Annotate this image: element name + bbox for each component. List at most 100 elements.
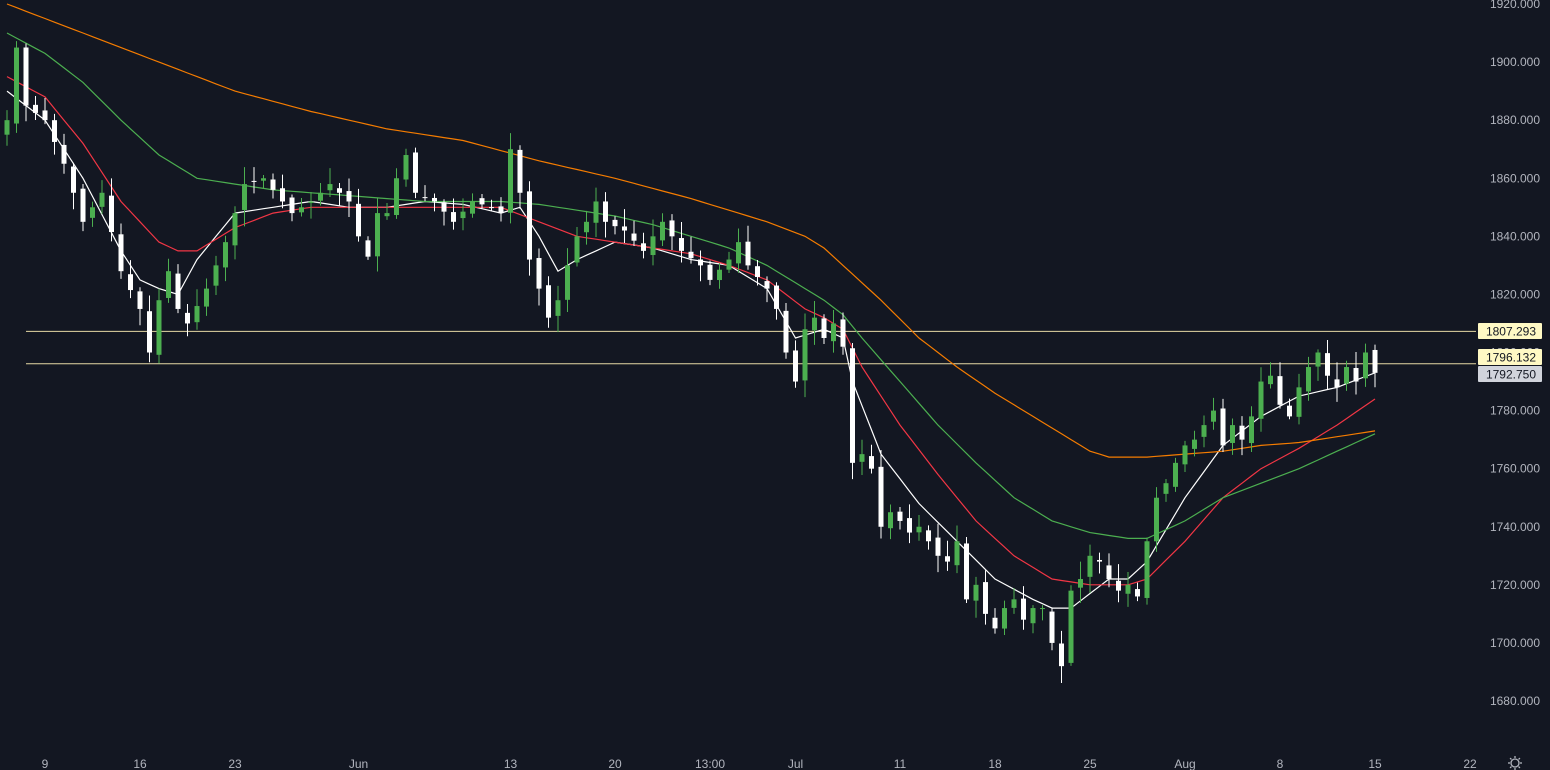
x-axis-tick-label: 16 [133,757,147,770]
candle-body [916,526,922,533]
candle-body [660,221,665,241]
candle-body [213,265,219,286]
x-axis-tick-label: 23 [228,757,242,770]
y-axis-tick-label: 1900.000 [1490,55,1540,69]
candle-body [403,155,409,180]
candle-body [869,456,874,469]
y-axis-tick-label: 1860.000 [1490,171,1540,185]
x-axis-tick-label: 25 [1083,757,1097,770]
candle-body [232,213,238,246]
candle-body [375,213,380,257]
candle-body [612,219,618,227]
candle-body [1125,584,1131,594]
x-axis-tick-label: Jun [349,757,368,770]
candle-body [299,207,304,213]
candle-body [574,236,580,263]
candle-body [641,243,646,251]
candle-body [859,454,865,462]
candle-body [736,242,741,264]
y-axis-tick-label: 1840.000 [1490,229,1540,243]
candle-body [1059,643,1064,667]
candle-body [726,259,732,270]
candle-body [137,291,143,309]
candle-body [517,149,523,193]
candle-body [128,274,133,291]
candle-body [261,178,266,181]
candle-body [1097,559,1102,562]
candle-body [764,281,770,289]
candle-body [1144,541,1150,598]
gear-icon[interactable] [1508,756,1522,770]
candle-body [432,197,437,202]
candle-body [707,264,713,280]
price-tag-box [1478,349,1542,365]
x-axis-tick-label: 15 [1368,757,1382,770]
price-tag-label: 1807.293 [1486,325,1536,339]
moving-average-line [6,3,1376,458]
candle-body [926,530,931,542]
y-axis-tick-label: 1720.000 [1490,578,1540,592]
candle-body [1277,376,1283,405]
candle-body [90,207,95,218]
candle-body [821,318,827,338]
x-axis-tick-label: 20 [608,757,622,770]
candle-body [888,512,893,529]
candle-body [1211,410,1216,422]
candle-body [669,220,675,237]
candle-body [878,466,884,527]
y-axis-tick-label: 1820.000 [1490,287,1540,301]
candle-body [413,152,418,193]
candle-body [337,188,342,193]
y-axis-tick-label: 1700.000 [1490,636,1540,650]
candle-body [280,188,285,202]
candle-body [1021,598,1026,620]
price-tag: 1807.293 [1478,323,1542,339]
candle-body [23,47,29,106]
candle-body [1011,599,1017,608]
candle-body [1002,608,1007,629]
candle-body [61,144,67,164]
candle-body [603,201,608,222]
candle-body [33,104,38,113]
candle-body [650,236,656,256]
candle-body [1173,462,1178,487]
candle-body [14,47,19,124]
candle-body [945,556,950,562]
candle-body [850,348,855,463]
y-axis-tick-label: 1920.000 [1490,0,1540,11]
candle-body [1306,367,1311,392]
candle-body [1239,425,1245,440]
candle-body [793,350,798,382]
y-axis-tick-label: 1760.000 [1490,462,1540,476]
candle-body [631,233,637,241]
candle-body [1078,579,1083,588]
candle-body [204,288,209,307]
x-axis-tick-label: 18 [988,757,1002,770]
candle-body [185,312,190,324]
candle-body [584,221,589,233]
candle-body [308,201,314,204]
candle-body [907,518,912,533]
candle-body [1334,379,1340,388]
x-axis-tick-label: Aug [1174,757,1195,770]
candle-body [470,201,475,214]
candle-body [755,266,760,277]
candle-body [983,582,988,614]
candle-body [365,240,371,257]
candle-body [1116,580,1121,591]
candle-body [593,201,599,223]
candle-body [1372,349,1378,373]
candle-body [555,300,561,316]
candle-body [394,178,399,216]
candle-body [1040,608,1045,610]
candle-body [1163,483,1169,494]
candle-body [52,120,57,142]
candle-body [460,211,466,219]
candle-body [802,329,808,381]
candle-body [1154,497,1159,542]
y-axis-tick-label: 1780.000 [1490,404,1540,418]
candle-body [1030,608,1036,624]
candle-body [508,149,513,213]
